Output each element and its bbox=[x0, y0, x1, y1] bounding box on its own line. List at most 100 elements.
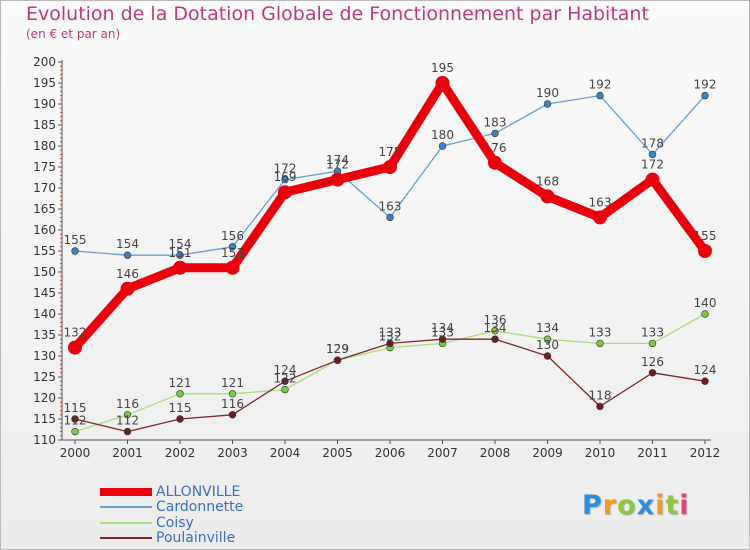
data-point-allonville bbox=[225, 260, 240, 275]
data-point-cardonnette bbox=[281, 175, 289, 184]
y-tick-label: 145 bbox=[33, 286, 56, 300]
data-point-poulainville bbox=[701, 377, 709, 385]
data-point-coisy bbox=[281, 385, 289, 394]
data-label-cardonnette: 155 bbox=[64, 233, 87, 247]
data-point-allonville bbox=[435, 76, 450, 90]
data-point-cardonnette bbox=[123, 251, 132, 259]
y-tick-label: 195 bbox=[33, 76, 56, 90]
logo-letter: P bbox=[582, 490, 603, 521]
y-tick-label: 160 bbox=[33, 223, 56, 237]
y-tick-label: 140 bbox=[33, 307, 56, 321]
x-tick-label: 2007 bbox=[427, 446, 458, 460]
data-label-poulainville: 115 bbox=[64, 401, 87, 415]
legend-label-cardonnette: Cardonnette bbox=[156, 499, 244, 516]
legend-item-poulainville: Poulainville bbox=[100, 530, 243, 547]
data-point-allonville bbox=[278, 185, 292, 200]
data-point-cardonnette bbox=[71, 247, 79, 255]
data-label-coisy: 133 bbox=[431, 325, 454, 339]
data-label-allonville: 172 bbox=[641, 158, 664, 172]
data-label-coisy: 116 bbox=[116, 397, 139, 411]
y-tick-label: 120 bbox=[33, 391, 56, 405]
y-tick-label: 130 bbox=[33, 349, 56, 363]
y-tick-label: 170 bbox=[33, 181, 56, 195]
data-label-poulainville: 133 bbox=[379, 325, 402, 339]
x-tick-label: 2009 bbox=[532, 446, 563, 460]
x-tick-label: 2010 bbox=[585, 446, 616, 460]
data-point-allonville bbox=[645, 172, 660, 187]
data-point-poulainville bbox=[333, 356, 342, 364]
data-point-allonville bbox=[488, 155, 502, 170]
data-label-allonville: 151 bbox=[169, 246, 192, 260]
data-point-cardonnette bbox=[648, 150, 657, 159]
data-point-cardonnette bbox=[438, 142, 447, 150]
data-point-coisy bbox=[701, 310, 709, 318]
data-point-cardonnette bbox=[701, 91, 709, 100]
data-label-coisy: 133 bbox=[589, 325, 612, 339]
data-label-coisy: 129 bbox=[326, 342, 349, 356]
data-label-coisy: 134 bbox=[536, 321, 559, 335]
data-point-poulainville bbox=[228, 411, 237, 419]
proxiti-logo: Proxiti bbox=[582, 490, 690, 521]
data-point-allonville bbox=[540, 189, 555, 204]
data-point-poulainville bbox=[648, 369, 657, 377]
data-label-coisy: 133 bbox=[641, 325, 664, 339]
data-point-allonville bbox=[173, 260, 187, 275]
data-label-coisy: 122 bbox=[274, 372, 297, 386]
data-label-allonville: 163 bbox=[589, 195, 612, 209]
y-tick-label: 135 bbox=[33, 328, 56, 342]
data-label-allonville: 132 bbox=[64, 326, 87, 340]
data-label-coisy: 140 bbox=[694, 296, 717, 310]
data-point-allonville bbox=[383, 160, 397, 174]
legend-swatch-coisy bbox=[100, 521, 152, 524]
legend-label-allonville: ALLONVILLE bbox=[156, 483, 241, 500]
data-label-allonville: 169 bbox=[274, 170, 297, 184]
data-label-coisy: 136 bbox=[484, 313, 507, 327]
legend: ALLONVILLE Cardonnette Coisy Poulainvill… bbox=[100, 484, 243, 546]
legend-swatch-allonville bbox=[100, 487, 152, 496]
x-tick-label: 2003 bbox=[217, 446, 248, 460]
logo-letter: o bbox=[617, 490, 637, 521]
x-tick-label: 2000 bbox=[60, 446, 91, 460]
y-tick-label: 110 bbox=[33, 433, 56, 447]
logo-letter: i bbox=[679, 490, 690, 521]
series-line-cardonnette bbox=[74, 94, 706, 256]
x-tick-label: 2012 bbox=[690, 446, 721, 460]
data-point-poulainville bbox=[438, 335, 447, 343]
legend-item-allonville: ALLONVILLE bbox=[100, 484, 243, 500]
y-tick-label: 185 bbox=[33, 118, 56, 132]
x-tick-label: 2002 bbox=[165, 446, 196, 460]
data-label-poulainville: 134 bbox=[484, 321, 507, 335]
data-label-poulainville: 116 bbox=[221, 397, 244, 411]
data-label-allonville: 175 bbox=[379, 145, 402, 159]
y-tick-label: 180 bbox=[33, 139, 56, 153]
data-label-cardonnette: 178 bbox=[641, 136, 664, 150]
y-tick-label: 150 bbox=[33, 265, 56, 279]
x-tick-label: 2005 bbox=[322, 446, 353, 460]
legend-swatch-cardonnette bbox=[100, 506, 152, 509]
data-point-cardonnette bbox=[176, 251, 184, 259]
data-label-allonville: 168 bbox=[536, 174, 559, 188]
x-tick-label: 2006 bbox=[375, 446, 406, 460]
data-point-poulainville bbox=[543, 352, 552, 360]
y-tick-label: 165 bbox=[33, 202, 56, 216]
data-point-poulainville bbox=[71, 415, 79, 423]
data-label-cardonnette: 156 bbox=[221, 229, 244, 243]
data-point-coisy bbox=[596, 339, 604, 348]
chart-subtitle: (en € et par an) bbox=[26, 27, 121, 41]
data-point-allonville bbox=[593, 210, 607, 225]
data-point-cardonnette bbox=[543, 100, 552, 108]
data-label-cardonnette: 192 bbox=[694, 78, 717, 92]
data-label-allonville: 195 bbox=[431, 61, 454, 75]
data-label-coisy: 121 bbox=[221, 376, 244, 390]
data-point-coisy bbox=[123, 411, 132, 419]
data-label-poulainville: 130 bbox=[536, 338, 559, 352]
data-point-poulainville bbox=[176, 415, 184, 423]
data-label-cardonnette: 183 bbox=[484, 115, 507, 129]
data-point-allonville bbox=[68, 340, 82, 355]
data-label-cardonnette: 154 bbox=[116, 237, 139, 251]
data-label-cardonnette: 154 bbox=[169, 237, 192, 251]
data-point-poulainville bbox=[491, 335, 499, 343]
legend-label-poulainville: Poulainville bbox=[156, 530, 236, 547]
data-label-allonville: 151 bbox=[221, 246, 244, 260]
data-label-allonville: 146 bbox=[116, 267, 139, 281]
